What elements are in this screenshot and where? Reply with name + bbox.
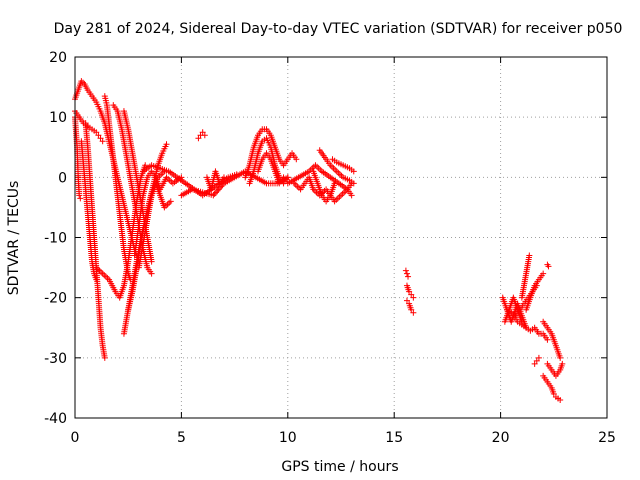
data-point: [97, 135, 104, 142]
data-point: [314, 163, 321, 170]
data-point: [312, 162, 319, 169]
x-tick-label: 0: [71, 430, 80, 446]
data-point: [199, 129, 206, 136]
grid: [75, 57, 607, 418]
data-point: [99, 270, 106, 277]
data-point: [335, 169, 342, 176]
data-point: [280, 174, 287, 181]
data-point: [148, 270, 155, 277]
data-point: [332, 166, 339, 173]
data-point: [336, 193, 343, 200]
data-point: [317, 166, 324, 173]
data-point: [408, 291, 415, 298]
data-point: [95, 132, 102, 139]
data-point: [330, 165, 337, 172]
data-point: [164, 201, 171, 208]
data-point: [550, 390, 557, 397]
y-tick-label: 20: [49, 50, 67, 66]
plot-frame: [74, 56, 608, 419]
data-point: [163, 141, 170, 148]
y-tick-label: -10: [44, 231, 67, 247]
data-point: [339, 190, 346, 197]
data-point: [101, 272, 108, 279]
data-point: [545, 263, 552, 270]
data-point: [410, 294, 417, 301]
data-point: [102, 273, 109, 280]
data-point: [341, 189, 348, 196]
data-point: [334, 195, 341, 202]
data-point: [350, 180, 357, 187]
data-point: [166, 199, 173, 206]
data-point: [167, 198, 174, 205]
y-axis-label: SDTVAR / TECUs: [6, 181, 22, 296]
data-points: [72, 78, 566, 403]
data-point: [348, 192, 355, 199]
data-point: [77, 195, 84, 202]
data-point: [559, 360, 566, 367]
data-point: [402, 267, 409, 274]
data-point: [211, 190, 218, 197]
chart-title: Day 281 of 2024, Sidereal Day-to-day VTE…: [54, 21, 623, 37]
x-tick-label: 5: [177, 430, 186, 446]
data-point: [331, 180, 338, 187]
y-tick-label: -40: [44, 411, 67, 427]
data-point: [93, 129, 100, 136]
data-point: [333, 168, 340, 175]
data-point: [557, 354, 564, 361]
x-tick-label: 20: [492, 430, 510, 446]
y-tick-label: 0: [58, 170, 67, 186]
data-point: [531, 360, 538, 367]
y-tick-label: 10: [49, 110, 67, 126]
data-point: [410, 309, 417, 316]
y-tick-label: -20: [44, 291, 67, 307]
data-point: [408, 306, 415, 313]
data-point: [544, 336, 551, 343]
data-point: [557, 396, 564, 403]
data-point: [328, 163, 335, 170]
data-point: [294, 183, 301, 190]
x-tick-label: 10: [279, 430, 297, 446]
data-point: [99, 138, 106, 145]
data-point: [533, 357, 540, 364]
data-point: [405, 273, 412, 280]
data-point: [336, 171, 343, 178]
data-point: [292, 181, 299, 188]
data-point: [526, 252, 533, 259]
x-tick-label: 25: [598, 430, 616, 446]
x-axis-label: GPS time / hours: [281, 459, 398, 475]
data-point: [104, 275, 111, 282]
data-point: [406, 288, 413, 295]
data-point: [315, 165, 322, 172]
data-point: [96, 267, 103, 274]
data-point: [350, 168, 357, 175]
data-point: [201, 132, 208, 139]
data-point: [403, 297, 410, 304]
data-point: [338, 192, 344, 199]
x-tick-label: 15: [385, 430, 403, 446]
data-point: [535, 354, 542, 361]
data-point: [158, 171, 165, 178]
data-point: [214, 187, 221, 194]
data-point: [101, 354, 108, 361]
data-point: [220, 174, 227, 181]
y-tick-label: -30: [44, 351, 67, 367]
data-point: [540, 270, 547, 277]
data-point: [148, 258, 155, 265]
data-point: [76, 192, 83, 199]
data-point: [293, 156, 300, 163]
data-point: [403, 270, 410, 277]
data-point: [195, 135, 202, 142]
